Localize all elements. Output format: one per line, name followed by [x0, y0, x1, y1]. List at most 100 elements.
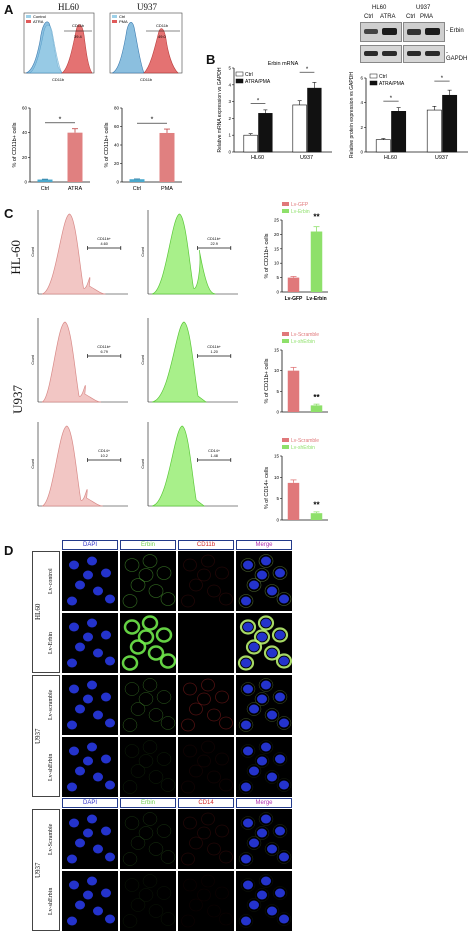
y-tick-label: 10	[274, 261, 280, 266]
y-tick-label: 4	[228, 82, 231, 87]
micrograph-marker	[178, 613, 234, 673]
y-tick-label: 40	[22, 130, 28, 135]
y-tick-label: 0	[276, 290, 279, 295]
y-tick-label: 80	[114, 106, 120, 111]
micrograph-merge	[236, 737, 292, 797]
bar	[287, 482, 300, 520]
significance-marker: *	[390, 96, 393, 102]
legend-label: Lv-Scramble	[291, 438, 319, 444]
significance-marker: *	[441, 76, 444, 82]
gate-label: CD14+	[98, 449, 111, 453]
significance-marker: **	[313, 213, 320, 222]
legend-ctrl: Ctrl	[119, 14, 125, 19]
y-tick-label: 6	[360, 76, 363, 81]
legend-swatch	[369, 73, 378, 79]
gate-label-u937: CD11b	[156, 23, 169, 28]
column-header: Erbin	[120, 540, 176, 550]
category-label: PMA	[161, 186, 173, 192]
xaxis-u937: CD11b	[140, 77, 153, 82]
y-tick-label: 0	[116, 180, 119, 185]
y-tick-label: 15	[274, 454, 280, 459]
y-tick-label: 25	[274, 218, 280, 223]
row-label: HL60	[34, 603, 42, 621]
micrograph-marker	[178, 809, 234, 869]
legend-swatch	[282, 438, 289, 442]
legend-swatch	[235, 71, 244, 77]
y-tick-label: 4	[360, 100, 363, 105]
chart-b-mrna: Relative mRNA expression vs GAPDH 0 1 2 3 4 5 *…	[217, 61, 332, 161]
micrograph-dapi	[62, 737, 118, 797]
legend-label: Lv-shErbin	[291, 339, 315, 345]
blot-gapdh-hl60	[360, 45, 402, 63]
flow-y-label: Count	[31, 459, 35, 468]
y-tick-label: 5	[228, 66, 231, 71]
legend-label: Ctrl	[245, 72, 253, 78]
micrograph-erbin	[120, 871, 176, 931]
gate-value: 4.60	[100, 242, 107, 246]
legend-swatch	[282, 339, 289, 343]
category-label: Ctrl	[133, 186, 142, 192]
row-label: Lv-shErbin	[48, 753, 54, 781]
row-label: Lv-scramble	[48, 689, 54, 721]
y-tick-label: 15	[274, 348, 280, 353]
western-blot: HL60 U937 Ctrl ATRA Ctrl PMA - Erbin - G…	[356, 5, 470, 67]
flow-y-label: Count	[141, 459, 145, 468]
category-label: Lv-Erbin	[306, 296, 326, 302]
bar	[67, 132, 83, 182]
significance-marker: *	[59, 116, 62, 123]
hist-title-u937: U937	[137, 2, 157, 12]
gate-label: CD14+	[208, 449, 221, 453]
y-axis-label: Relative protein expression vs GAPDH	[349, 72, 355, 158]
micrograph-marker	[178, 675, 234, 735]
micrograph-dapi	[62, 551, 118, 611]
significance-marker: *	[151, 117, 154, 124]
micrograph-erbin	[120, 737, 176, 797]
row-label: Lv-Erbin	[48, 632, 54, 654]
gate-value: 10.2	[100, 454, 107, 458]
y-tick-label: 60	[114, 124, 120, 129]
micrograph-marker	[178, 871, 234, 931]
column-header: DAPI	[62, 798, 118, 808]
significance-marker: **	[313, 393, 320, 402]
chart-title: Erbin mRNA	[268, 61, 299, 67]
blot-row-erbin: - Erbin	[446, 28, 464, 34]
bar	[310, 405, 323, 412]
row-label: U937	[34, 728, 42, 744]
micrograph-merge	[236, 809, 292, 869]
y-tick-label: 0	[24, 180, 27, 185]
chart-c-sherbin-cd11b: % of CD11b+ cells 0 5 10 15 ** Lv-ScrambleLv-s…	[264, 332, 328, 415]
flow-histogram	[151, 321, 208, 403]
bar	[292, 104, 307, 153]
gate-value: 22.9	[210, 242, 217, 246]
group-label: U937	[435, 155, 448, 161]
panel-a-histograms: CD11b 39.4 Control ATRA CD11b CD11b 49.0…	[23, 12, 183, 82]
category-label: ATRA	[68, 186, 83, 192]
flow-histogram	[151, 425, 206, 507]
gate-value: 1.48	[210, 454, 217, 458]
gate-value: 6.79	[100, 350, 107, 354]
flow-y-label: Count	[141, 247, 145, 256]
y-tick-label: 2	[360, 125, 363, 130]
column-header: DAPI	[62, 540, 118, 550]
bar	[391, 110, 407, 153]
bar	[287, 277, 300, 292]
micrograph-marker	[178, 737, 234, 797]
y-tick-label: 3	[228, 99, 231, 104]
blot-erbin-u937	[403, 22, 445, 42]
panel-label-b: B	[206, 52, 216, 67]
y-axis-label: Relative mRNA expression vs GAPDH	[217, 67, 223, 152]
micrograph-erbin	[120, 809, 176, 869]
hist-title-hl60: HL60	[58, 2, 79, 12]
bar	[426, 109, 442, 153]
micrograph-marker	[178, 551, 234, 611]
row-label: U937	[34, 862, 42, 878]
y-tick-label: 0	[276, 410, 279, 415]
micrograph-merge	[236, 871, 292, 931]
gate-label: CD11b+	[97, 237, 112, 241]
y-axis-label: % of CD11b+ cells	[12, 122, 18, 167]
panel-c-flow-plots: CountCD11b+4.60CountCD11b+22.9CountCD11b…	[31, 210, 238, 507]
blot-cellline-hl60: HL60	[372, 5, 387, 11]
category-label: Lv-GFP	[285, 296, 303, 302]
row-group-box	[32, 551, 60, 673]
row-label: Lv-Scramble	[48, 823, 54, 855]
